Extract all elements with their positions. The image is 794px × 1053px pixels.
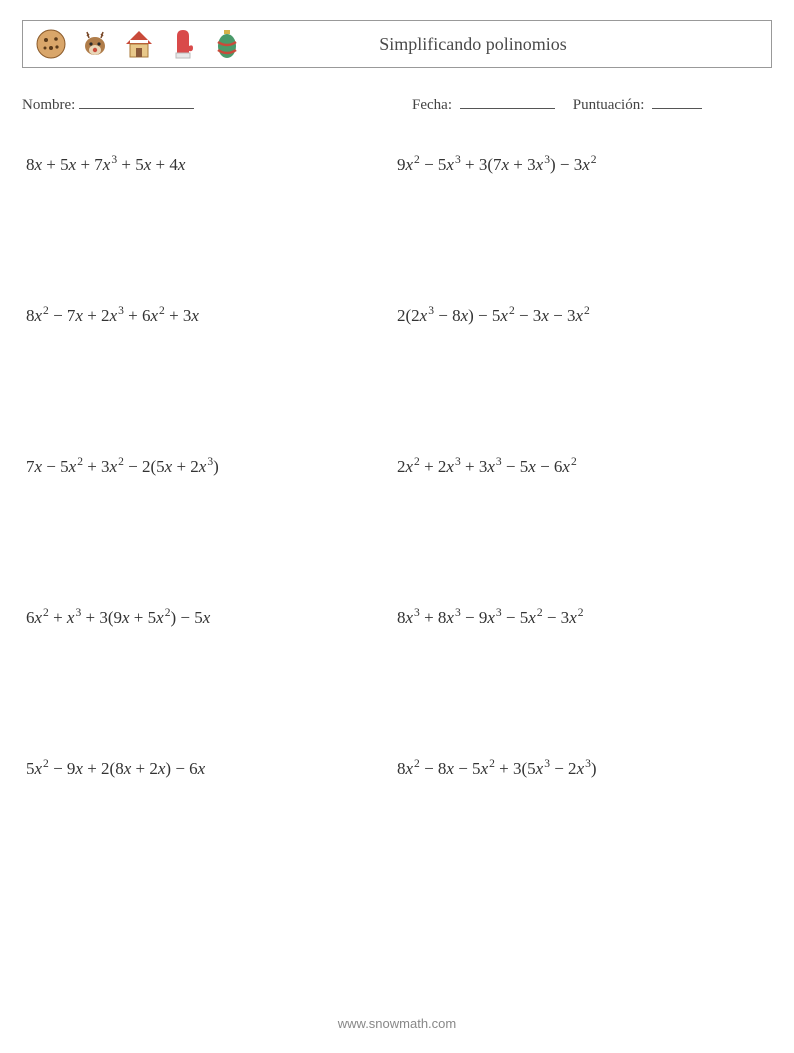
meta-row: Nombre: Fecha: Puntuación: xyxy=(22,94,772,114)
header: Simplificando polinomios xyxy=(22,20,772,68)
reindeer-icon xyxy=(77,26,113,62)
problems-grid: 8x + 5x + 7x3 + 5x + 4x9x2 − 5x3 + 3(7x … xyxy=(22,154,772,781)
header-icons xyxy=(33,26,245,62)
worksheet-title: Simplificando polinomios xyxy=(245,34,761,55)
problem-5: 7x − 5x2 + 3x2 − 2(5x + 2x3) xyxy=(26,456,397,479)
score-blank xyxy=(652,94,702,109)
problem-8: 8x3 + 8x3 − 9x3 − 5x2 − 3x2 xyxy=(397,607,768,630)
problem-3: 8x2 − 7x + 2x3 + 6x2 + 3x xyxy=(26,305,397,328)
date-blank xyxy=(460,94,555,109)
date-label: Fecha: xyxy=(412,97,452,113)
cookie-icon xyxy=(33,26,69,62)
problem-4: 2(2x3 − 8x) − 5x2 − 3x − 3x2 xyxy=(397,305,768,328)
problem-9: 5x2 − 9x + 2(8x + 2x) − 6x xyxy=(26,758,397,781)
ornament-icon xyxy=(209,26,245,62)
name-blank xyxy=(79,94,194,109)
score-label: Puntuación: xyxy=(573,97,645,113)
mitten-icon xyxy=(165,26,201,62)
name-label: Nombre: xyxy=(22,97,75,114)
footer-url: www.snowmath.com xyxy=(0,1016,794,1031)
problem-2: 9x2 − 5x3 + 3(7x + 3x3) − 3x2 xyxy=(397,154,768,177)
house-icon xyxy=(121,26,157,62)
problem-10: 8x2 − 8x − 5x2 + 3(5x3 − 2x3) xyxy=(397,758,768,781)
problem-7: 6x2 + x3 + 3(9x + 5x2) − 5x xyxy=(26,607,397,630)
problem-1: 8x + 5x + 7x3 + 5x + 4x xyxy=(26,154,397,177)
problem-6: 2x2 + 2x3 + 3x3 − 5x − 6x2 xyxy=(397,456,768,479)
